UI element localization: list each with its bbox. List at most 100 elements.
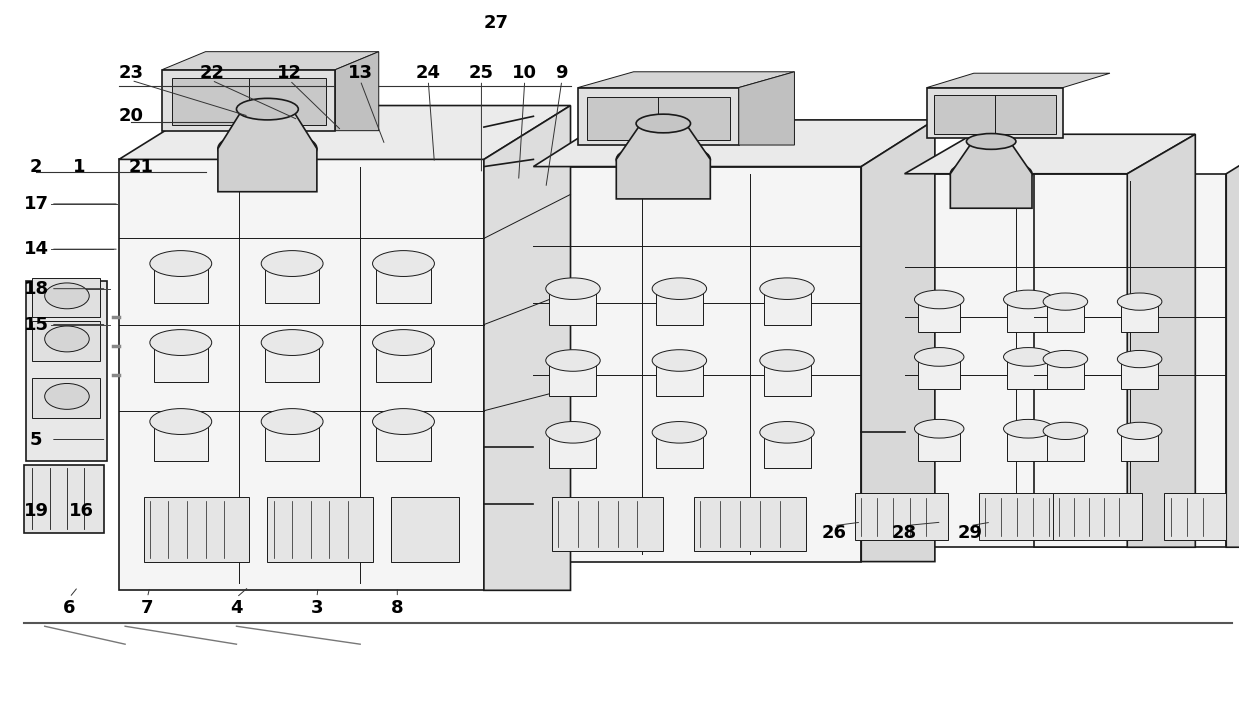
Ellipse shape — [914, 420, 963, 438]
Bar — [1007, 429, 1049, 461]
Polygon shape — [218, 109, 317, 192]
Bar — [856, 493, 947, 540]
Ellipse shape — [45, 384, 89, 410]
Bar — [1007, 357, 1049, 389]
Bar — [656, 433, 703, 468]
Ellipse shape — [760, 278, 815, 299]
Bar — [26, 281, 107, 461]
Text: 3: 3 — [311, 599, 324, 617]
Bar — [32, 379, 100, 418]
Bar — [265, 264, 320, 303]
Text: 27: 27 — [484, 14, 508, 32]
Ellipse shape — [914, 348, 963, 366]
Ellipse shape — [616, 143, 711, 175]
Text: 25: 25 — [469, 64, 494, 82]
Text: 23: 23 — [119, 64, 144, 82]
Ellipse shape — [1117, 350, 1162, 368]
Bar — [154, 422, 208, 461]
Bar — [918, 429, 960, 461]
Polygon shape — [1127, 134, 1195, 547]
Ellipse shape — [966, 133, 1016, 149]
Bar — [376, 342, 430, 382]
Polygon shape — [578, 72, 795, 87]
Ellipse shape — [237, 98, 299, 120]
Text: 26: 26 — [822, 524, 847, 542]
Ellipse shape — [262, 409, 324, 435]
Bar — [694, 497, 806, 551]
Ellipse shape — [914, 290, 963, 309]
Ellipse shape — [45, 283, 89, 309]
Ellipse shape — [1043, 350, 1087, 368]
Polygon shape — [533, 120, 935, 167]
Bar — [32, 321, 100, 360]
Ellipse shape — [760, 350, 815, 371]
Bar — [162, 70, 336, 131]
Polygon shape — [162, 52, 378, 70]
Bar — [918, 357, 960, 389]
Text: 16: 16 — [69, 503, 94, 521]
Text: 22: 22 — [200, 64, 224, 82]
Polygon shape — [926, 74, 1110, 87]
Polygon shape — [336, 52, 378, 131]
Ellipse shape — [1043, 423, 1087, 440]
Bar — [1047, 431, 1084, 461]
Text: 10: 10 — [512, 64, 537, 82]
Bar — [119, 159, 484, 590]
Bar — [978, 493, 1084, 540]
Bar — [549, 288, 596, 324]
Bar — [1047, 301, 1084, 332]
Text: 29: 29 — [957, 524, 982, 542]
Text: 18: 18 — [24, 280, 48, 298]
Polygon shape — [616, 123, 711, 199]
Ellipse shape — [1003, 420, 1053, 438]
Text: 5: 5 — [30, 430, 42, 448]
Bar — [656, 288, 703, 324]
Ellipse shape — [262, 329, 324, 355]
Bar — [1007, 299, 1049, 332]
Ellipse shape — [1003, 348, 1053, 366]
Ellipse shape — [652, 278, 707, 299]
Ellipse shape — [150, 409, 212, 435]
Bar — [24, 464, 104, 533]
Polygon shape — [1226, 139, 1240, 547]
Ellipse shape — [150, 329, 212, 355]
Ellipse shape — [372, 329, 434, 355]
Text: 12: 12 — [278, 64, 303, 82]
Ellipse shape — [372, 409, 434, 435]
Ellipse shape — [262, 251, 324, 276]
Bar — [154, 264, 208, 303]
Bar — [376, 422, 430, 461]
Bar — [904, 174, 1127, 547]
Bar — [578, 87, 739, 145]
Text: 4: 4 — [231, 599, 243, 617]
Bar — [656, 360, 703, 397]
Bar — [549, 360, 596, 397]
Polygon shape — [484, 105, 570, 590]
Text: 6: 6 — [63, 599, 76, 617]
Polygon shape — [904, 134, 1195, 174]
Ellipse shape — [372, 251, 434, 276]
Polygon shape — [950, 141, 1032, 208]
Bar — [549, 433, 596, 468]
Text: 15: 15 — [24, 316, 48, 334]
Bar — [1121, 431, 1158, 461]
Bar — [764, 360, 811, 397]
Bar — [1053, 493, 1142, 540]
Bar — [918, 299, 960, 332]
Ellipse shape — [652, 350, 707, 371]
Bar — [934, 95, 1055, 133]
Bar — [391, 497, 459, 562]
Text: 8: 8 — [391, 599, 403, 617]
Text: 19: 19 — [24, 503, 48, 521]
Text: 24: 24 — [415, 64, 440, 82]
Bar — [1034, 174, 1226, 547]
Bar — [265, 422, 320, 461]
Ellipse shape — [1117, 423, 1162, 440]
Text: 20: 20 — [119, 107, 144, 125]
Bar — [154, 342, 208, 382]
Bar — [1121, 359, 1158, 389]
Ellipse shape — [1117, 293, 1162, 310]
Ellipse shape — [1003, 290, 1053, 309]
Ellipse shape — [546, 422, 600, 443]
Bar — [1121, 301, 1158, 332]
